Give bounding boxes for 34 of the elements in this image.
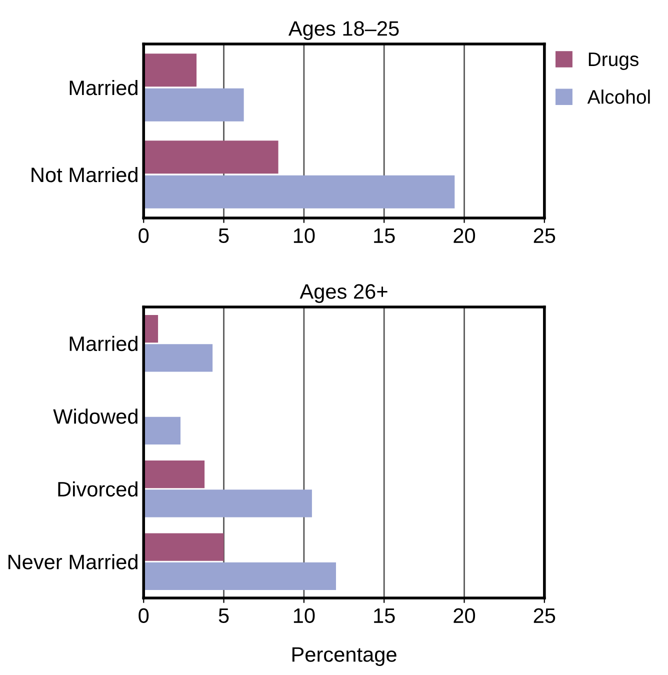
- x-tick-label: 0: [138, 228, 149, 244]
- x-tick-label: 25: [534, 608, 556, 624]
- legend-label: Drugs: [588, 52, 638, 70]
- bar: [144, 562, 336, 590]
- bar: [144, 54, 197, 87]
- y-tick-label: Never Married: [8, 554, 138, 570]
- bar: [144, 175, 455, 208]
- x-tick-label: 20: [454, 228, 476, 244]
- x-axis-title: Percentage: [292, 647, 396, 666]
- y-tick-label: Married: [70, 80, 138, 96]
- x-tick-label: 10: [294, 608, 315, 624]
- x-tick-label: 15: [374, 228, 395, 244]
- x-tick-label: 0: [138, 608, 149, 624]
- y-tick-label: Not Married: [32, 166, 138, 182]
- bar: [144, 533, 224, 561]
- chart-title: Ages 26+: [300, 284, 388, 303]
- bar: [144, 460, 205, 488]
- x-tick-label: 5: [218, 228, 229, 244]
- x-tick-label: 10: [294, 228, 315, 244]
- x-tick-label: 15: [374, 608, 395, 624]
- legend-label: Alcohol: [587, 90, 650, 104]
- y-tick-label: Married: [70, 336, 138, 352]
- bar: [144, 344, 213, 372]
- x-tick-label: 5: [218, 608, 229, 624]
- chart-title: Ages 18–25: [288, 21, 399, 40]
- bar: [144, 88, 244, 122]
- y-tick-label: Divorced: [58, 481, 138, 497]
- bar: [144, 490, 312, 518]
- bar: [144, 140, 278, 174]
- x-tick-label: 25: [534, 228, 556, 244]
- y-tick-label: Widowed: [53, 408, 138, 424]
- x-tick-label: 20: [454, 608, 476, 624]
- bar: [144, 315, 158, 343]
- bar: [144, 416, 180, 444]
